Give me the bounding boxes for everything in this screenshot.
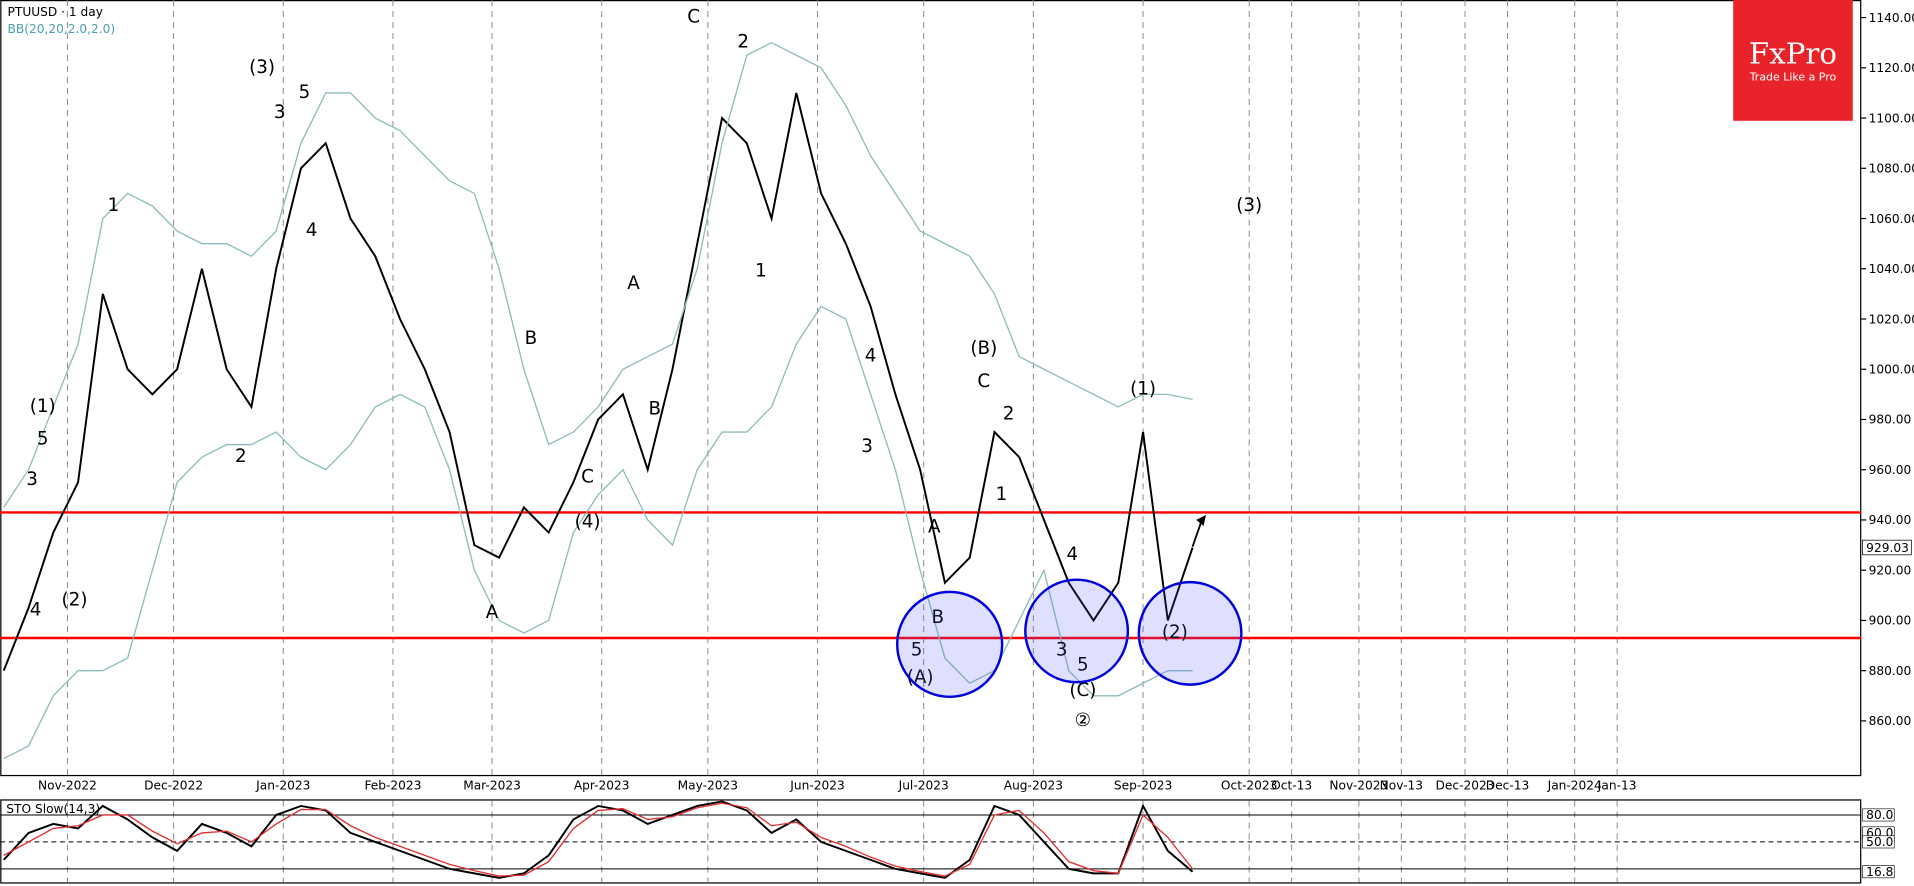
wave-label: 2 [737, 32, 749, 53]
y-tick-label: 900.00 [1869, 614, 1912, 628]
x-tick-label: Jun-2023 [789, 779, 844, 793]
y-tick-label: 50.0 [1866, 835, 1893, 849]
x-tick-label: Jan-13 [1597, 779, 1637, 793]
y-tick-label: 16.8 [1866, 865, 1893, 879]
wave-label: 3 [274, 102, 286, 123]
y-tick-label: 1080.00 [1869, 162, 1914, 176]
y-tick-label: 940.00 [1869, 513, 1912, 527]
wave-label: ② [1075, 710, 1091, 731]
chart-subtitle: BB(20,20,2.0,2.0) [8, 22, 116, 36]
series-line [3, 800, 1194, 879]
highlight-circle [895, 590, 1004, 699]
x-tick-label: Jan-2024 [1547, 779, 1602, 793]
wave-label: 5 [299, 82, 311, 103]
wave-label: C [977, 371, 990, 392]
wave-label: (1) [1130, 378, 1156, 399]
y-tick-label: 1040.00 [1869, 262, 1914, 276]
y-tick-label: 1020.00 [1869, 312, 1914, 326]
x-tick-label: Sep-2023 [1114, 779, 1172, 793]
wave-label: 4 [865, 346, 877, 367]
arrow-head [1196, 515, 1206, 526]
tick-box [1862, 808, 1895, 822]
x-tick-label: Dec-2023 [1436, 779, 1495, 793]
x-tick-label: Aug-2023 [1004, 779, 1063, 793]
chart-title: PTUUSD · 1 day [8, 5, 103, 19]
y-tick-label: 1120.00 [1869, 61, 1914, 75]
logo: FxPro [1749, 36, 1837, 70]
logo-tagline: Trade Like a Pro [1749, 71, 1837, 84]
x-tick-label: Nov-2022 [38, 779, 97, 793]
wave-label: (2) [62, 589, 88, 610]
y-tick-label: 1000.00 [1869, 363, 1914, 377]
highlight-circle [1024, 578, 1130, 684]
x-tick-label: Nov-2023 [1329, 779, 1388, 793]
series-line [3, 41, 1193, 508]
series-line [2, 92, 1194, 672]
wave-label: 1 [108, 195, 120, 216]
arrow [1191, 522, 1202, 548]
x-tick-label: Oct-13 [1271, 779, 1312, 793]
wave-label: 3 [1056, 640, 1068, 661]
y-tick-label: 960.00 [1869, 463, 1912, 477]
wave-label: (2) [1162, 622, 1188, 643]
y-tick-label: 80.0 [1866, 808, 1893, 822]
y-tick-label: 920.00 [1869, 563, 1912, 577]
wave-label: 5 [1077, 655, 1089, 676]
wave-label: A [928, 517, 941, 538]
wave-label: B [649, 398, 662, 419]
logo-box [1733, 0, 1853, 121]
wave-label: (B) [970, 338, 997, 359]
wave-label: 5 [911, 640, 923, 661]
x-tick-label: Dec-2022 [144, 779, 203, 793]
x-tick-label: Apr-2023 [574, 779, 630, 793]
y-tick-label: 1060.00 [1869, 212, 1914, 226]
sto-title: STO Slow(14,3) [6, 802, 100, 816]
highlight-circle [1137, 580, 1243, 686]
x-tick-label: Oct-2023 [1221, 779, 1278, 793]
y-tick-label: 980.00 [1869, 413, 1912, 427]
wave-label: (1) [30, 396, 56, 417]
x-tick-label: Dec-13 [1486, 779, 1530, 793]
wave-label: 3 [26, 469, 38, 490]
x-tick-label: Feb-2023 [364, 779, 421, 793]
x-tick-label: May-2023 [678, 779, 738, 793]
wave-label: 4 [306, 220, 318, 241]
wave-label: C [581, 466, 594, 487]
tick-box [1862, 835, 1895, 849]
y-tick-label: 1140.00 [1869, 11, 1914, 25]
y-tick-label: 860.00 [1869, 714, 1912, 728]
wave-label: 4 [30, 599, 42, 620]
x-tick-label: Jul-2023 [898, 779, 949, 793]
price-label-box [1862, 539, 1912, 556]
wave-label: (4) [575, 511, 601, 532]
wave-label: A [486, 602, 499, 623]
wave-label: C [687, 7, 700, 28]
wave-label: (3) [249, 57, 275, 78]
price-label: 929.03 [1866, 541, 1909, 555]
x-tick-label: Nov-13 [1380, 779, 1423, 793]
wave-label: B [525, 328, 538, 349]
price-panel [0, 0, 1862, 777]
wave-label: (C) [1069, 680, 1096, 701]
wave-label: B [932, 607, 945, 628]
y-tick-label: 1100.00 [1869, 111, 1914, 125]
wave-label: (3) [1236, 195, 1262, 216]
x-tick-label: Jan-2023 [255, 779, 310, 793]
tick-box [1862, 865, 1895, 879]
series-line [3, 802, 1194, 877]
wave-label: 1 [755, 260, 767, 281]
wave-label: 3 [861, 436, 873, 457]
wave-label: 2 [235, 446, 247, 467]
wave-label: 1 [996, 484, 1008, 505]
wave-label: 2 [1003, 403, 1015, 424]
y-tick-label: 880.00 [1869, 664, 1912, 678]
x-tick-label: Mar-2023 [463, 779, 521, 793]
wave-label: 4 [1066, 544, 1078, 565]
wave-label: 5 [37, 429, 49, 450]
wave-label: A [627, 273, 640, 294]
